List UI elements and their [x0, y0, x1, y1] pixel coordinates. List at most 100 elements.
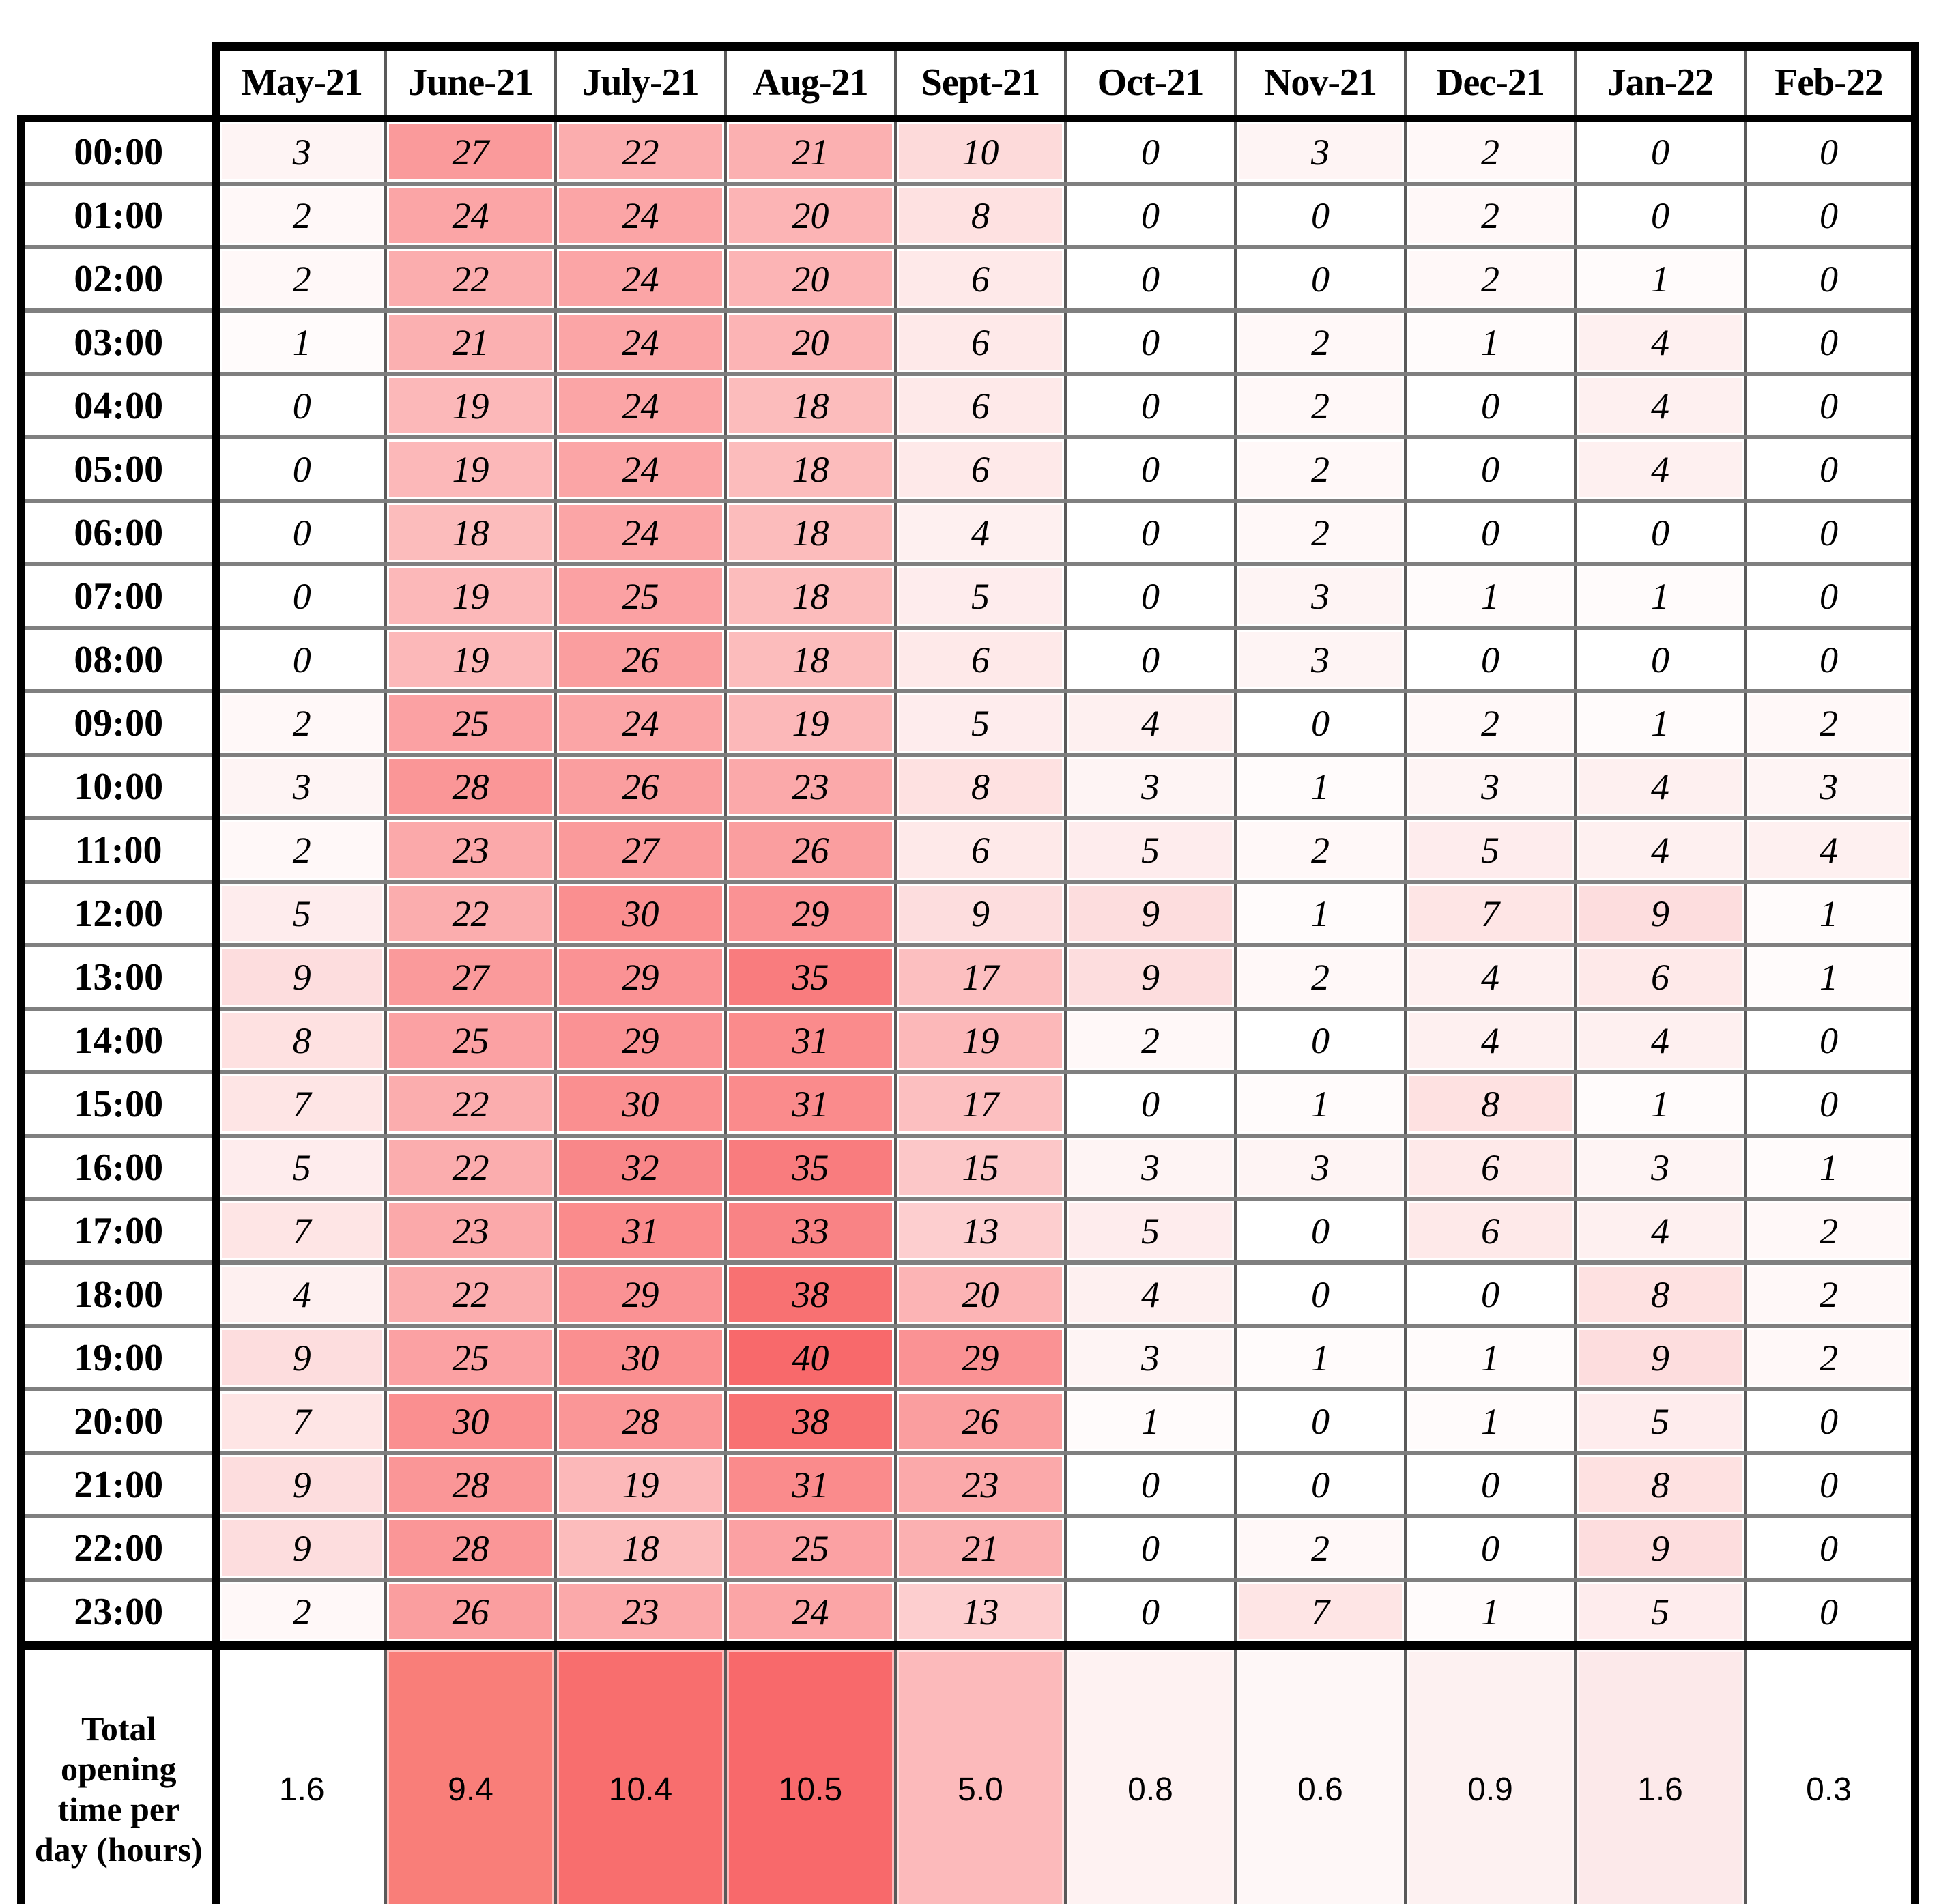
heat-cell: 0 — [1404, 499, 1575, 564]
hour-row: 23:00 2 26 23 24 13 0 7 1 5 0 — [17, 1578, 1919, 1646]
hour-row: 21:00 9 28 19 31 23 0 0 0 8 0 — [17, 1451, 1919, 1516]
heat-cell: 0 — [1064, 245, 1235, 311]
heat-cell: 4 — [1574, 372, 1745, 437]
heat-cell: 0 — [1064, 1070, 1235, 1136]
heat-cell: 6 — [1574, 943, 1745, 1009]
heat-cell: 18 — [384, 499, 556, 564]
heat-cell: 24 — [554, 245, 726, 311]
heat-cell: 0 — [1234, 1007, 1405, 1072]
heat-cell: 31 — [724, 1451, 895, 1516]
heat-cell: 2 — [1234, 943, 1405, 1009]
heat-cell: 0 — [1404, 1451, 1575, 1516]
hour-label: 04:00 — [17, 372, 220, 437]
heat-cell: 0 — [1234, 1197, 1405, 1263]
heat-cell: 25 — [384, 689, 556, 755]
heat-cell: 18 — [724, 499, 895, 564]
hour-row: 22:00 9 28 18 25 21 0 2 0 9 0 — [17, 1514, 1919, 1580]
hour-row: 19:00 9 25 30 40 29 3 1 1 9 2 — [17, 1324, 1919, 1389]
heat-cell: 2 — [214, 182, 386, 247]
heat-cell: 0 — [1064, 1578, 1235, 1646]
heat-cell: 20 — [894, 1260, 1065, 1326]
heat-cell: 2 — [1404, 689, 1575, 755]
heat-cell: 26 — [894, 1387, 1065, 1453]
heat-cell: 0 — [214, 372, 386, 437]
heat-cell: 26 — [724, 816, 895, 882]
heat-cell: 9 — [894, 880, 1065, 945]
heat-cell: 8 — [1404, 1070, 1575, 1136]
heat-cell: 29 — [554, 1007, 726, 1072]
heat-cell: 5 — [214, 1134, 386, 1199]
total-cell: 5.0 — [894, 1641, 1065, 1904]
heat-cell: 25 — [384, 1324, 556, 1389]
hour-label: 07:00 — [17, 562, 220, 628]
heat-cell: 0 — [1064, 115, 1235, 184]
heat-cell: 10 — [894, 115, 1065, 184]
heat-cell: 30 — [384, 1387, 556, 1453]
hour-row: 15:00 7 22 30 31 17 0 1 8 1 0 — [17, 1070, 1919, 1136]
hourly-rows: 00:00 3 27 22 21 10 0 3 2 0 0 01:00 2 24 24 20 8 0 0 2 0 0 02:… — [17, 115, 1919, 1646]
heat-cell: 3 — [1234, 1134, 1405, 1199]
heat-cell: 29 — [724, 880, 895, 945]
hour-label: 01:00 — [17, 182, 220, 247]
heat-cell: 3 — [1064, 753, 1235, 818]
heat-cell: 1 — [214, 308, 386, 374]
heat-cell: 0 — [1064, 182, 1235, 247]
total-cell: 10.5 — [724, 1641, 895, 1904]
heat-cell: 5 — [894, 689, 1065, 755]
heat-cell: 30 — [554, 1070, 726, 1136]
hour-label: 10:00 — [17, 753, 220, 818]
heat-cell: 0 — [214, 499, 386, 564]
heat-cell: 23 — [384, 816, 556, 882]
hour-label: 11:00 — [17, 816, 220, 882]
heat-cell: 25 — [554, 562, 726, 628]
heat-cell: 3 — [1574, 1134, 1745, 1199]
hour-label: 13:00 — [17, 943, 220, 1009]
heat-cell: 29 — [554, 943, 726, 1009]
heat-cell: 0 — [214, 562, 386, 628]
heat-cell: 0 — [1744, 372, 1919, 437]
total-cell: 9.4 — [384, 1641, 556, 1904]
heat-cell: 4 — [1064, 1260, 1235, 1326]
heat-cell: 3 — [214, 753, 386, 818]
hour-row: 18:00 4 22 29 38 20 4 0 0 8 2 — [17, 1260, 1919, 1326]
heat-cell: 0 — [1064, 562, 1235, 628]
heat-cell: 28 — [384, 753, 556, 818]
heat-cell: 0 — [1234, 1451, 1405, 1516]
heat-cell: 8 — [894, 182, 1065, 247]
heat-cell: 1 — [1744, 1134, 1919, 1199]
heat-cell: 0 — [1234, 245, 1405, 311]
heat-cell: 4 — [1404, 943, 1575, 1009]
heat-cell: 0 — [1744, 499, 1919, 564]
heat-cell: 4 — [1404, 1007, 1575, 1072]
total-cell: 0.3 — [1744, 1641, 1919, 1904]
heat-cell: 0 — [1574, 499, 1745, 564]
heat-cell: 1 — [1234, 1070, 1405, 1136]
heat-cell: 23 — [384, 1197, 556, 1263]
heat-cell: 24 — [554, 689, 726, 755]
heat-cell: 4 — [1574, 816, 1745, 882]
heat-cell: 0 — [1404, 435, 1575, 501]
heat-cell: 1 — [1574, 1070, 1745, 1136]
heat-cell: 0 — [1574, 182, 1745, 247]
total-cell: 0.9 — [1404, 1641, 1575, 1904]
heat-cell: 0 — [1404, 1514, 1575, 1580]
heat-cell: 1 — [1234, 753, 1405, 818]
heat-cell: 1 — [1404, 1578, 1575, 1646]
heat-cell: 0 — [1744, 308, 1919, 374]
heat-cell: 5 — [214, 880, 386, 945]
heat-cell: 22 — [384, 880, 556, 945]
total-cell: 1.6 — [1574, 1641, 1745, 1904]
heat-cell: 0 — [1064, 1514, 1235, 1580]
hour-row: 16:00 5 22 32 35 15 3 3 6 3 1 — [17, 1134, 1919, 1199]
heat-cell: 1 — [1574, 689, 1745, 755]
heat-cell: 32 — [554, 1134, 726, 1199]
heat-cell: 24 — [384, 182, 556, 247]
heat-cell: 24 — [554, 308, 726, 374]
heat-cell: 0 — [1744, 245, 1919, 311]
month-header: Nov-21 — [1234, 42, 1405, 122]
heat-cell: 0 — [1064, 1451, 1235, 1516]
heat-cell: 20 — [724, 245, 895, 311]
heat-cell: 4 — [894, 499, 1065, 564]
total-cell: 0.8 — [1064, 1641, 1235, 1904]
heat-cell: 18 — [724, 435, 895, 501]
